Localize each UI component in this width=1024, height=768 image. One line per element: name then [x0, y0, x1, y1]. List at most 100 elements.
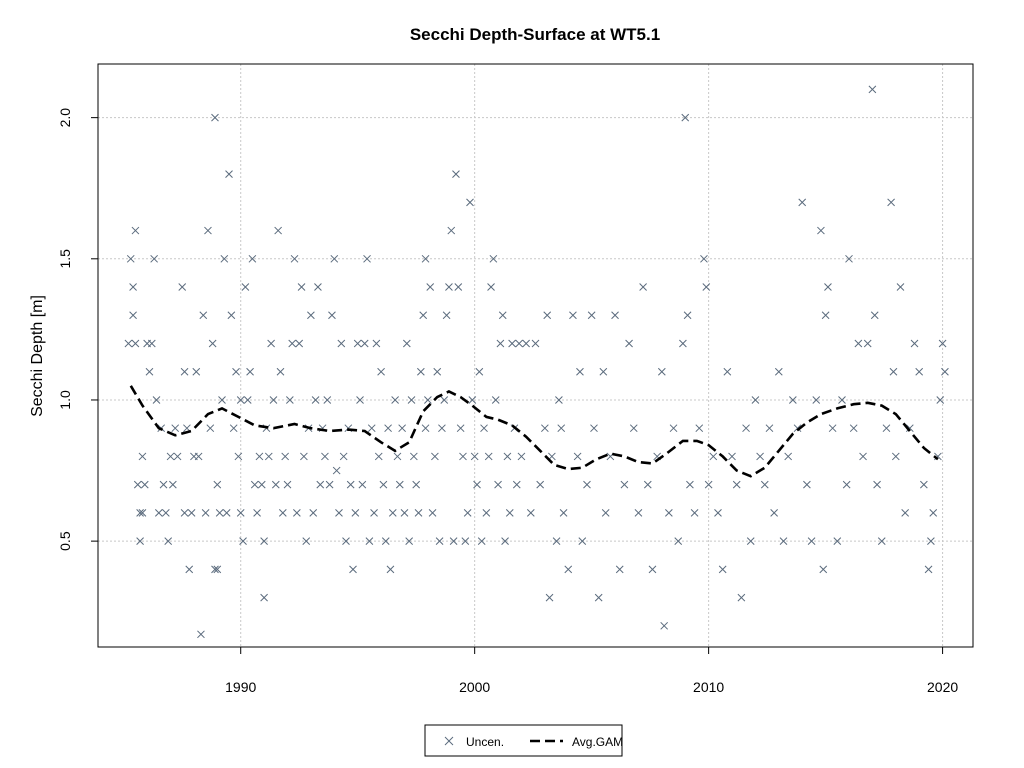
data-point [206, 424, 215, 433]
y-axis-label: Secchi Depth [m] [29, 295, 46, 417]
y-tick-label: 1.5 [57, 249, 73, 269]
data-point [718, 565, 727, 574]
data-point [887, 198, 895, 207]
data-point [447, 226, 456, 235]
data-point [751, 396, 760, 404]
data-point [283, 480, 292, 489]
data-point [765, 424, 774, 433]
data-point [784, 452, 793, 461]
data-point [576, 367, 584, 376]
avg-gam-line [129, 385, 939, 478]
data-point [213, 480, 222, 489]
data-point [578, 537, 587, 545]
data-point [307, 311, 315, 320]
data-point [686, 480, 694, 489]
data-point [358, 480, 367, 489]
data-point [468, 396, 477, 404]
data-point [833, 537, 842, 545]
data-point [241, 283, 250, 291]
data-point [349, 565, 357, 574]
data-point [475, 367, 484, 376]
data-point [732, 480, 741, 489]
data-point [365, 537, 374, 545]
data-point [494, 480, 502, 489]
data-point [611, 311, 619, 320]
data-point [489, 254, 498, 263]
data-point [255, 452, 264, 461]
data-point [700, 254, 708, 263]
data-point [215, 509, 224, 517]
data-point [445, 283, 453, 291]
data-point [208, 339, 217, 348]
data-point [674, 537, 683, 545]
data-point [660, 621, 669, 630]
data-point [683, 311, 692, 320]
data-point [590, 424, 598, 433]
data-point [807, 537, 816, 545]
data-point [760, 480, 769, 489]
data-point [484, 452, 493, 461]
data-point [819, 565, 828, 574]
data-point [679, 339, 687, 348]
data-point [391, 396, 399, 404]
data-point [859, 452, 867, 461]
legend-box [424, 724, 623, 757]
plot-frame [97, 63, 974, 648]
data-point [941, 367, 949, 376]
data-point [222, 509, 231, 517]
data-point [456, 424, 465, 433]
data-point [400, 509, 409, 517]
data-point [629, 424, 638, 433]
data-point [601, 509, 610, 517]
data-point [201, 509, 210, 517]
data-point [335, 509, 343, 517]
data-point [936, 396, 945, 404]
data-point [402, 339, 411, 348]
data-point [236, 509, 245, 517]
data-point [431, 452, 439, 461]
data-point [363, 254, 371, 263]
data-point [625, 339, 633, 348]
data-point [330, 254, 339, 263]
data-point [695, 424, 704, 433]
data-point [159, 480, 168, 489]
data-point [342, 537, 350, 545]
data-point [503, 452, 512, 461]
data-point [129, 283, 137, 291]
data-point [583, 480, 591, 489]
data-point [178, 283, 187, 291]
data-point [461, 537, 470, 545]
data-point [414, 509, 423, 517]
data-point [824, 283, 832, 291]
data-point [709, 452, 718, 461]
data-point [288, 339, 297, 348]
data-point [541, 424, 549, 433]
data-point [393, 452, 402, 461]
data-point [150, 254, 159, 263]
data-point [482, 509, 491, 517]
data-point [346, 480, 355, 489]
data-point [260, 593, 268, 602]
data-point [870, 311, 879, 320]
data-point [421, 254, 430, 263]
data-point [620, 480, 629, 489]
data-point [657, 367, 666, 376]
data-point [428, 509, 437, 517]
data-point [463, 509, 472, 517]
data-point [169, 480, 177, 489]
data-point [435, 537, 444, 545]
data-point [838, 396, 846, 404]
uncen-points [124, 85, 949, 639]
data-point [260, 537, 268, 545]
data-point [274, 226, 283, 235]
data-point [452, 170, 460, 178]
data-point [370, 509, 378, 517]
legend: Uncen. Avg.GAM [424, 724, 623, 757]
data-point [220, 254, 229, 263]
data-point [161, 509, 170, 517]
data-point [821, 311, 830, 320]
data-point [877, 537, 886, 545]
data-point [854, 339, 863, 348]
data-point [426, 283, 435, 291]
